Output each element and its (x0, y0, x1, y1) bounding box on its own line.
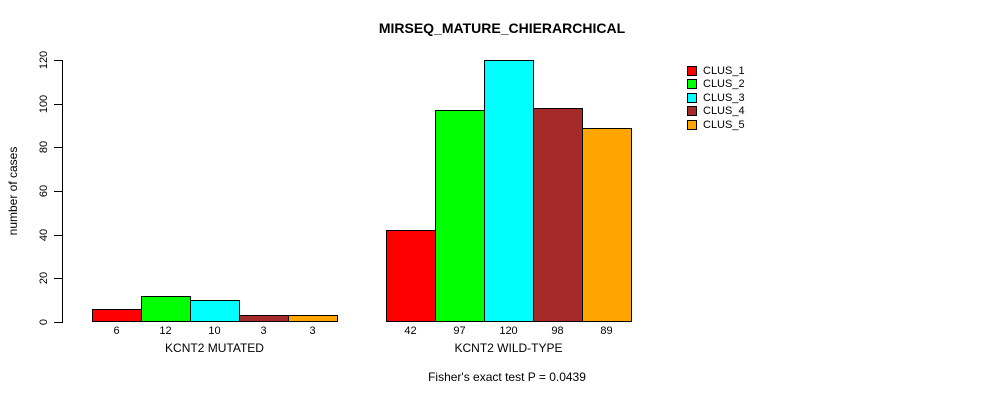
bar-value-label: 120 (499, 325, 518, 337)
bar-clus-2-kcnt2-mutated (141, 296, 191, 322)
bar-value-label: 12 (159, 325, 172, 337)
bar-clus-4-kcnt2-wild-type (533, 108, 583, 322)
legend-label: CLUS_2 (703, 78, 745, 91)
legend-label: CLUS_5 (703, 118, 745, 131)
group-label: KCNT2 MUTATED (165, 341, 264, 355)
legend-item-clus-4: CLUS_4 (687, 105, 745, 117)
y-axis-line (62, 60, 63, 323)
bar-clus-5-kcnt2-wild-type (582, 128, 632, 322)
y-axis-tick (54, 278, 62, 280)
bar-value-label: 89 (600, 325, 613, 337)
bar-value-label: 3 (260, 325, 267, 337)
y-axis-tick-label: 60 (38, 184, 50, 198)
legend-label: CLUS_3 (703, 91, 745, 104)
legend-swatch (687, 79, 697, 90)
bar-value-label: 98 (551, 325, 564, 337)
legend-item-clus-5: CLUS_5 (687, 119, 745, 131)
legend-item-clus-2: CLUS_2 (687, 78, 745, 90)
legend-swatch (687, 92, 697, 103)
y-axis-tick (54, 322, 62, 323)
y-axis-tick-label: 40 (38, 228, 50, 241)
bar-clus-3-kcnt2-mutated (190, 300, 240, 322)
bar-value-label: 42 (404, 325, 417, 337)
y-axis-title: number of cases (6, 146, 20, 236)
p-value-footer: Fisher's exact test P = 0.0439 (428, 370, 586, 384)
bar-clus-1-kcnt2-wild-type (386, 230, 436, 322)
bar-clus-5-kcnt2-mutated (288, 315, 338, 322)
y-axis-tick-label: 100 (38, 94, 50, 113)
y-axis-tick-label: 0 (38, 318, 50, 326)
bar-clus-1-kcnt2-mutated (92, 309, 142, 322)
y-axis-tick (54, 60, 62, 61)
bar-clus-3-kcnt2-wild-type (484, 60, 534, 322)
legend-item-clus-3: CLUS_3 (687, 92, 745, 104)
bar-clus-2-kcnt2-wild-type (435, 110, 485, 322)
y-axis-tick-label: 80 (38, 141, 50, 154)
group-label: KCNT2 WILD-TYPE (454, 341, 563, 355)
y-axis-tick (54, 103, 62, 105)
legend-label: CLUS_1 (703, 65, 745, 77)
bar-clus-4-kcnt2-mutated (239, 315, 289, 322)
legend-swatch (687, 66, 697, 76)
bar-value-label: 10 (208, 325, 221, 337)
bar-value-label: 6 (113, 325, 120, 337)
y-axis-tick-label: 20 (38, 272, 50, 285)
legend-label: CLUS_4 (703, 105, 745, 118)
y-axis-tick (54, 191, 62, 192)
y-axis-tick-label: 120 (38, 50, 50, 70)
legend-swatch (687, 106, 697, 117)
chart-title: MIRSEQ_MATURE_CHIERARCHICAL (378, 20, 626, 36)
legend-swatch (687, 119, 697, 130)
y-axis-tick (54, 147, 62, 149)
bar-value-label: 97 (453, 325, 466, 337)
y-axis-tick (54, 234, 62, 236)
bar-value-label: 3 (309, 325, 316, 337)
legend-item-clus-1: CLUS_1 (687, 65, 745, 77)
